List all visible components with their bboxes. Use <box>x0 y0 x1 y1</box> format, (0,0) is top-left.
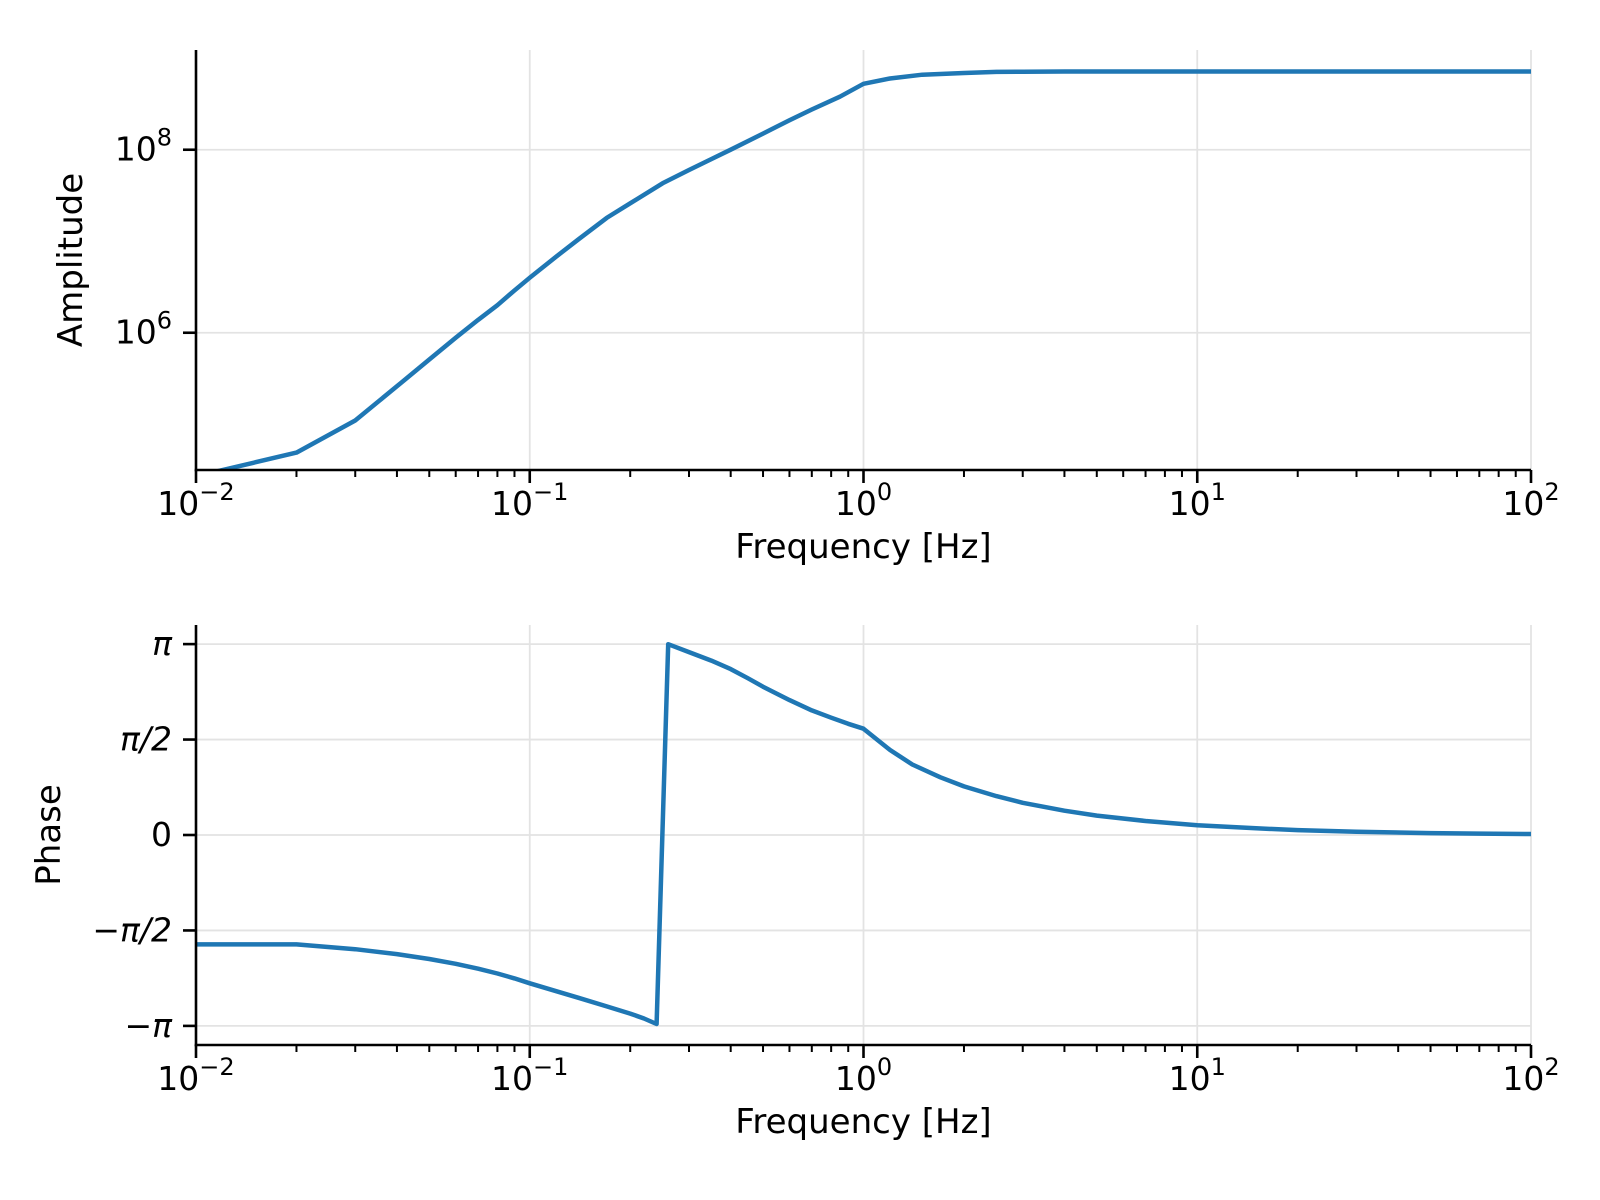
y-tick-label: 108 <box>115 124 172 169</box>
amplitude-line <box>212 69 1531 470</box>
x-tick-label: 102 <box>1502 1053 1559 1098</box>
amplitude-chart: 10−2 10−1 100 101 102 106 108 Frequency [Hz] Amp… <box>51 50 1560 567</box>
x-axis-label: Frequency [Hz] <box>735 1102 991 1142</box>
x-tick-label: 10−1 <box>491 1053 568 1098</box>
y-tick-label: 0 <box>151 815 172 854</box>
x-axis-label: Frequency [Hz] <box>735 527 991 567</box>
x-tick-label: 10−1 <box>491 478 568 523</box>
x-tick-label: 100 <box>835 478 892 523</box>
x-tick-label: 10−2 <box>157 478 234 523</box>
y-axis-label: Amplitude <box>51 173 91 347</box>
y-tick-label: −π <box>124 1006 173 1045</box>
y-tick-label: π <box>152 624 173 663</box>
x-tick-label: 101 <box>1169 478 1226 523</box>
y-tick-label: π/2 <box>120 720 172 759</box>
phase-line <box>196 641 1531 1027</box>
x-tick-label: 101 <box>1169 1053 1226 1098</box>
y-tick-label: −π/2 <box>92 910 172 949</box>
x-tick-label: 100 <box>835 1053 892 1098</box>
x-tick-label: 10−2 <box>157 1053 234 1098</box>
x-tick-label: 102 <box>1502 478 1559 523</box>
phase-chart: 10−2 10−1 100 101 102 π π/2 0 −π/2 −π Frequency [H… <box>29 624 1560 1142</box>
y-axis-label: Phase <box>29 784 69 886</box>
y-tick-label: 106 <box>115 307 172 352</box>
